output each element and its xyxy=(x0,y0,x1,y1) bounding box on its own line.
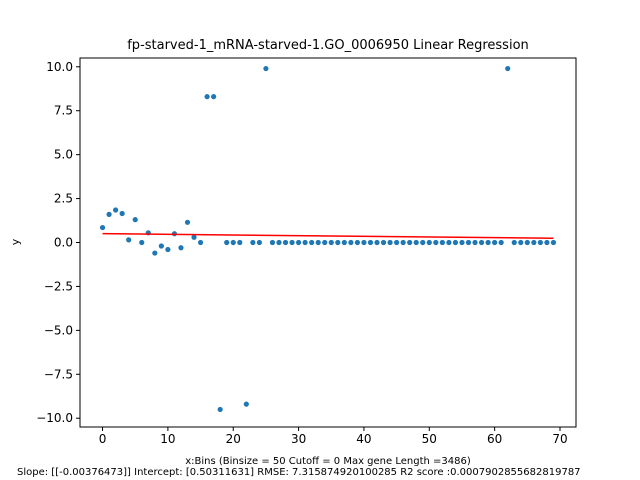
data-point xyxy=(335,239,341,246)
data-point xyxy=(224,239,230,246)
data-point xyxy=(459,239,465,246)
x-axis-ticks: 0 10 20 30 40 50 60 70 xyxy=(99,427,568,446)
y-axis-label: y xyxy=(9,238,22,245)
x-tick-label: 0 xyxy=(99,432,107,446)
data-point xyxy=(407,239,413,246)
data-point xyxy=(524,239,530,246)
regression-summary: Slope: [[-0.00376473]] Intercept: [0.503… xyxy=(17,467,581,478)
data-point xyxy=(191,234,197,240)
data-point xyxy=(99,224,106,231)
data-point xyxy=(315,239,321,246)
chart-title: fp-starved-1_mRNA-starved-1.GO_0006950 L… xyxy=(127,38,529,53)
x-tick-label: 70 xyxy=(552,432,567,446)
data-point xyxy=(243,401,249,407)
data-point xyxy=(537,239,543,246)
data-point xyxy=(478,239,485,246)
y-tick-label: −7.5 xyxy=(44,367,73,381)
data-point xyxy=(152,250,158,256)
data-point xyxy=(505,65,511,72)
data-point xyxy=(518,239,524,246)
regression-line-group xyxy=(102,232,554,239)
x-tick-label: 20 xyxy=(226,432,241,446)
data-points xyxy=(99,65,557,413)
data-point xyxy=(237,239,243,246)
data-point xyxy=(289,239,295,246)
data-point xyxy=(361,239,367,246)
y-tick-label: −5.0 xyxy=(44,323,73,337)
data-point xyxy=(420,239,426,246)
data-point xyxy=(367,239,374,246)
y-tick-label: 2.5 xyxy=(54,192,73,206)
data-point xyxy=(217,406,223,413)
data-point xyxy=(485,239,491,246)
data-point xyxy=(348,239,354,246)
data-point xyxy=(394,239,400,246)
data-point xyxy=(230,239,236,246)
data-point xyxy=(400,239,406,246)
data-point xyxy=(119,210,125,217)
data-point xyxy=(256,239,262,246)
data-point xyxy=(322,239,328,246)
data-point xyxy=(165,246,171,253)
data-point xyxy=(263,65,269,72)
y-axis-ticks: −10.0 −7.5 −5.0 −2.5 0.0 2.5 5.0 7.5 10.0 xyxy=(36,60,80,425)
data-point xyxy=(132,217,138,223)
data-point xyxy=(446,239,452,246)
x-tick-label: 40 xyxy=(356,432,371,446)
x-tick-label: 10 xyxy=(160,432,175,446)
data-point xyxy=(158,243,164,249)
data-point xyxy=(282,239,289,246)
data-point xyxy=(439,239,445,246)
data-point xyxy=(433,239,439,246)
data-point xyxy=(309,239,315,246)
data-point xyxy=(387,239,393,246)
data-point xyxy=(113,207,119,213)
y-tick-label: 5.0 xyxy=(54,148,73,162)
x-tick-label: 50 xyxy=(422,432,437,446)
data-point xyxy=(452,239,459,246)
y-tick-label: 10.0 xyxy=(46,60,73,74)
data-point xyxy=(426,239,432,246)
x-axis-label: x:Bins (Binsize = 50 Cutoff = 0 Max gene… xyxy=(185,456,471,467)
regression-line xyxy=(102,232,554,239)
data-point xyxy=(544,239,550,246)
data-point xyxy=(511,239,517,246)
data-point xyxy=(126,237,132,243)
data-point xyxy=(276,239,282,246)
data-point xyxy=(139,239,145,246)
data-point xyxy=(531,239,537,246)
y-tick-label: 7.5 xyxy=(54,104,73,118)
data-point xyxy=(413,239,419,246)
data-point xyxy=(341,239,347,246)
data-point xyxy=(380,239,387,246)
data-point xyxy=(472,239,478,246)
data-point xyxy=(302,239,308,246)
data-point xyxy=(269,239,276,246)
y-tick-label: −10.0 xyxy=(36,411,73,425)
data-point xyxy=(211,94,217,100)
x-tick-label: 30 xyxy=(291,432,306,446)
y-tick-label: −2.5 xyxy=(44,279,73,293)
data-point xyxy=(250,239,256,246)
data-point xyxy=(184,219,191,225)
data-point xyxy=(197,239,204,246)
data-point xyxy=(295,239,302,246)
data-point xyxy=(178,245,184,251)
data-point xyxy=(354,239,361,246)
data-point xyxy=(204,94,210,100)
data-point xyxy=(106,211,112,217)
data-point xyxy=(498,239,504,246)
data-point xyxy=(374,239,380,246)
data-point xyxy=(492,239,498,246)
y-tick-label: 0.0 xyxy=(54,236,73,250)
data-point xyxy=(465,239,472,246)
data-point xyxy=(550,239,557,246)
data-point xyxy=(328,239,334,246)
x-tick-label: 60 xyxy=(487,432,502,446)
